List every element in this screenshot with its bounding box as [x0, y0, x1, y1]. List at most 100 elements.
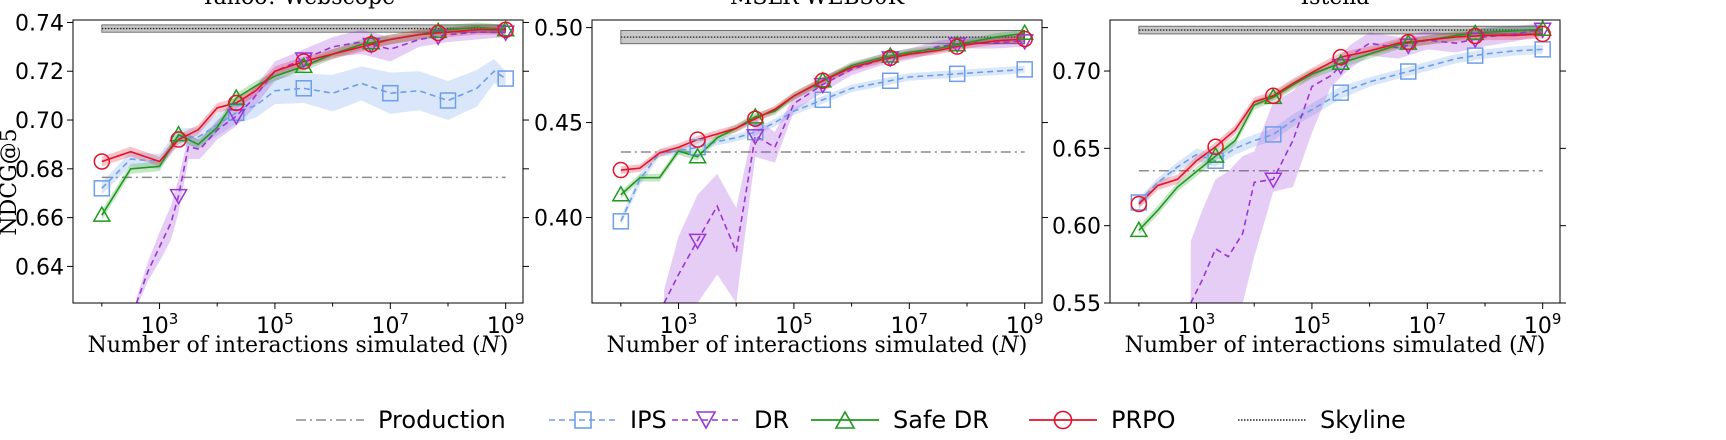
ips-marker — [497, 70, 514, 87]
prpo-line — [620, 38, 1025, 171]
prpo-ci-band — [101, 24, 506, 167]
dr-line — [135, 31, 506, 303]
prpo-marker — [1466, 27, 1484, 45]
panel-title: MSLR-WEB30K — [730, 0, 905, 10]
safedr-marker — [361, 33, 381, 50]
plot-area — [1129, 20, 1552, 303]
prpo-line — [1138, 33, 1543, 205]
x-tick-label: 107 — [1409, 310, 1447, 339]
legend-entry-skyline: Skyline — [1238, 406, 1406, 434]
prpo-marker — [747, 110, 764, 128]
x-tick-label: 107 — [891, 310, 929, 339]
ips-marker — [814, 91, 832, 109]
dr-marker — [294, 52, 314, 69]
x-axis-label: Number of interactions simulated (N) — [88, 333, 509, 358]
safedr-marker — [1206, 146, 1225, 163]
dr-marker — [745, 129, 765, 146]
figure-ylabel: NDCG@5 — [0, 128, 22, 235]
y-tick-label: 0.70 — [1052, 60, 1101, 85]
legend-marker-dr — [695, 411, 717, 430]
ips-marker — [228, 104, 245, 121]
prpo-marker — [1332, 48, 1350, 66]
legend-label-dr: DR — [754, 406, 789, 434]
safedr-marker — [813, 71, 833, 88]
legend-label-prpo: PRPO — [1111, 406, 1176, 434]
axes-frame — [72, 19, 524, 304]
prpo-marker — [363, 36, 380, 53]
y-tick-label: 0.45 — [534, 112, 583, 137]
dr-marker — [1015, 34, 1034, 51]
y-tick-label: 0.65 — [1052, 137, 1101, 162]
ips-marker — [689, 139, 706, 156]
dr-marker — [1263, 172, 1283, 189]
prpo-marker — [228, 94, 245, 112]
safedr-marker — [611, 185, 631, 202]
dr-marker — [1398, 38, 1418, 55]
safedr-marker — [1465, 23, 1485, 41]
legend-marker-safedr — [834, 410, 856, 429]
safedr-line — [101, 26, 506, 216]
dr-line — [663, 40, 1025, 303]
safedr-marker — [745, 107, 765, 124]
ips-marker — [1016, 61, 1033, 78]
x-tick-label: 109 — [487, 310, 525, 339]
ips-marker — [295, 80, 313, 97]
prpo-marker — [1534, 25, 1551, 43]
ips-marker — [1466, 47, 1484, 64]
y-tick-label: 0.66 — [15, 207, 64, 232]
safedr-marker — [496, 20, 515, 37]
panel-title: Yahoo! Webscope — [200, 0, 395, 10]
y-tick-label: 0.60 — [1052, 215, 1101, 240]
safedr-marker — [947, 35, 967, 52]
x-tick-label: 107 — [372, 310, 410, 339]
dr-marker — [880, 51, 900, 68]
safedr-marker — [428, 21, 448, 39]
ips-marker — [612, 213, 630, 230]
safedr-marker — [1331, 53, 1351, 71]
axes-frame — [1109, 19, 1561, 304]
x-tick-label: 103 — [1178, 310, 1216, 339]
safedr-marker — [688, 147, 707, 164]
ips-marker — [882, 72, 899, 89]
prpo-marker — [689, 131, 706, 148]
prpo-marker — [497, 21, 514, 39]
y-tick-label: 0.72 — [15, 60, 64, 85]
ips-line — [620, 68, 1025, 222]
prpo-marker — [170, 131, 187, 148]
panel-mslr: MSLR-WEB30K 0.40 0.45 0.50 103 105 107 109Numbe… — [534, 0, 1048, 358]
dr-marker — [813, 77, 833, 95]
x-tick-label: 103 — [660, 310, 698, 339]
x-tick-label: 109 — [1524, 310, 1562, 339]
safedr-ci-band — [620, 29, 1025, 199]
legend-label-ips: IPS — [630, 406, 667, 434]
dr-ci-band — [1190, 23, 1543, 303]
prpo-line — [101, 28, 506, 163]
x-tick-label: 103 — [141, 310, 179, 339]
legend-label-production: Production — [378, 406, 506, 434]
safedr-marker — [1129, 220, 1149, 238]
ips-marker — [1265, 126, 1282, 143]
dr-marker — [361, 37, 381, 54]
y-tick-label: 0.40 — [534, 207, 583, 232]
prpo-marker — [1207, 138, 1224, 156]
safedr-ci-band — [1138, 24, 1543, 235]
prpo-marker — [948, 38, 966, 55]
dr-marker — [1533, 22, 1552, 39]
x-tick-label: 109 — [1006, 310, 1044, 339]
x-tick-label: 105 — [256, 310, 294, 339]
y-tick-label: 0.70 — [15, 109, 64, 134]
prpo-marker — [93, 153, 111, 170]
ips-marker — [1400, 63, 1417, 80]
legend-marker-prpo — [1053, 410, 1073, 430]
legend-entry-safedr: Safe DR — [811, 406, 989, 434]
legend-entry-ips: IPS — [549, 406, 667, 434]
axes-frame — [591, 19, 1043, 304]
legend: Production IPS DR Safe DR PRPO Skyline — [296, 406, 1406, 434]
prpo-marker — [1016, 30, 1033, 48]
ips-marker — [439, 92, 457, 109]
ips-marker — [948, 65, 966, 83]
ips-marker — [1534, 41, 1551, 58]
dr-line — [1190, 28, 1543, 303]
prpo-marker — [295, 53, 313, 70]
